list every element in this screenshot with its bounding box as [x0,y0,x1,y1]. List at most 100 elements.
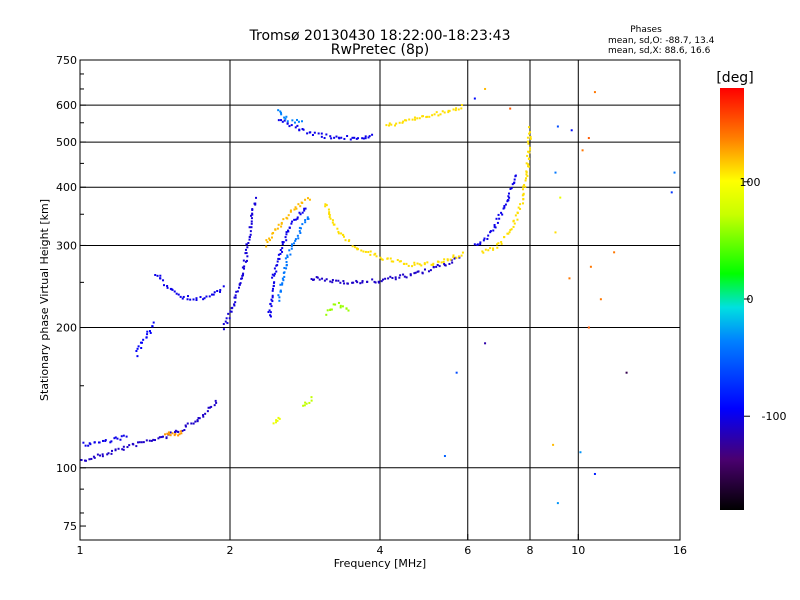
series-4-point [166,286,169,289]
series-4-point [162,279,165,282]
series-6-point [281,247,284,250]
series-13-point [398,121,401,124]
series-11-point [298,129,301,132]
series-5-point [249,230,252,233]
series-10-point [390,260,393,263]
series-9-point [435,265,438,268]
series-15-point [522,185,525,188]
series-5-point [243,265,246,268]
series-13-point [455,107,458,110]
series-8-point [286,217,289,220]
series-5-point [233,304,236,307]
series-0-point [161,435,164,438]
series-4-point [195,299,198,302]
series-0-point [122,448,125,451]
series-0-point [197,417,200,420]
series-9-point [321,277,324,280]
series-4-point [195,297,198,300]
series-1-point [89,443,92,446]
series-4-point [171,288,174,291]
series-5-point [249,233,252,236]
series-5-point [251,213,254,216]
series-15-point [522,202,525,205]
series-10-point [329,217,332,220]
series-15-point [527,126,530,129]
series-13-point [414,118,417,121]
series-9-point [380,280,383,283]
series-3-point [141,341,144,344]
series-7-point [284,257,287,260]
series-0-point [110,452,113,455]
series-15-point [507,232,510,235]
series-5-point [250,222,253,225]
series-13-point [418,117,421,120]
series-7-point [293,242,296,245]
series-4-point [216,289,219,292]
series-7-point [283,275,286,278]
series-12-point [285,115,288,118]
series-15-point [492,247,495,250]
series-4-point [186,298,189,301]
series-10-point [423,263,426,266]
series-9-point [366,280,369,283]
series-1-point [104,439,107,442]
series-13-point [401,121,404,124]
series-10-point [369,250,372,253]
series-9-point [453,257,456,260]
series-9-point [315,276,318,279]
series-10-point [460,254,463,257]
scatter-point-4 [556,502,559,505]
series-7-point [279,283,282,286]
series-0-point [114,448,117,451]
series-7-point [299,231,302,234]
series-4-point [192,298,195,301]
series-8-point [293,208,296,211]
series-0-point [192,422,195,425]
series-0-point [165,436,168,439]
series-17-point [278,417,281,420]
series-9-point [399,274,402,277]
series-2-point [177,434,180,437]
series-6-point [278,257,281,260]
series-11-point [280,119,283,122]
series-5-point [224,320,227,323]
series-6-point [285,233,288,236]
y-tick-label-500: 500 [56,136,77,149]
scatter-point-5 [552,443,555,446]
series-15-point [529,131,532,134]
series-15-point [522,198,525,201]
series-12-point [286,120,289,123]
series-10-point [344,239,347,242]
series-10-point [328,212,331,215]
series-6-point [269,303,272,306]
series-4-point [208,295,211,298]
series-6-point [271,294,274,297]
series-10-point [337,230,340,233]
series-0-point [214,399,217,402]
series-15-point [527,150,530,153]
series-14-point [508,196,511,199]
scatter-point-3 [554,231,557,234]
series-9-point [458,256,461,259]
series-11-point [351,136,354,139]
series-1-point [82,441,85,444]
series-13-point [439,113,442,116]
series-15-point [496,243,499,246]
series-9-point [325,278,328,281]
series-16-point [329,308,332,311]
series-14-point [500,211,503,214]
series-1-point [98,441,101,444]
series-5-point [246,255,249,258]
series-6-point [270,305,273,308]
series-10-point [336,227,339,230]
series-0-point [93,456,96,459]
series-9-point [394,278,397,281]
series-14-point [496,221,499,224]
series-0-point [121,448,124,451]
series-0-point [174,429,177,432]
series-15-point [528,158,531,161]
series-2-point [171,432,174,435]
scatter-point-9 [589,265,592,268]
scatter-point-2 [559,196,562,199]
series-9-point [450,259,453,262]
